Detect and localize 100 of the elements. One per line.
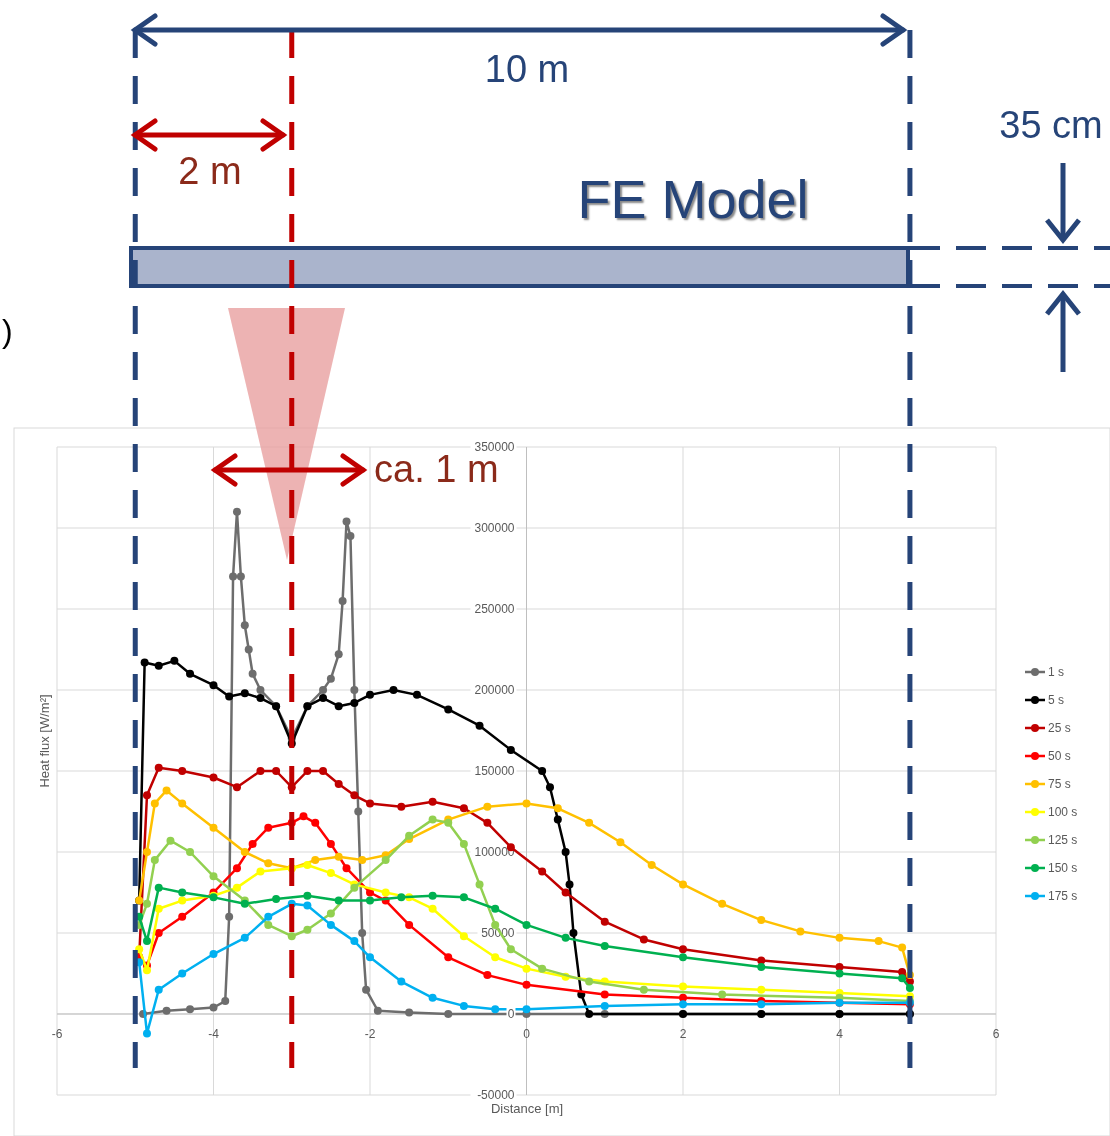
point [639, 985, 648, 994]
point [381, 856, 390, 865]
point [522, 1005, 531, 1014]
legend-label: 75 s [1048, 777, 1071, 792]
point [428, 815, 437, 824]
point [178, 969, 187, 978]
point [248, 669, 257, 678]
point [835, 933, 844, 942]
point [311, 856, 320, 865]
text: FE Model [577, 169, 809, 229]
point [186, 1005, 195, 1014]
point [553, 815, 562, 824]
point [178, 888, 187, 897]
point [565, 880, 574, 889]
x-tick-label: -6 [51, 1027, 63, 1041]
point [459, 1001, 468, 1010]
point [506, 745, 515, 754]
point [796, 927, 805, 936]
point [334, 650, 343, 659]
x-tick-label: 6 [992, 1027, 1000, 1041]
point [585, 977, 594, 986]
legend-label: 1 s [1048, 665, 1065, 680]
point [319, 694, 328, 703]
y-tick-label: 150000 [474, 764, 515, 779]
point [209, 773, 218, 782]
point [350, 937, 359, 946]
point [444, 705, 453, 714]
point [256, 767, 265, 775]
point [405, 1008, 414, 1017]
point [140, 658, 149, 667]
point [338, 596, 347, 605]
point [362, 985, 371, 994]
point [236, 572, 245, 581]
point [459, 839, 468, 848]
point [366, 690, 374, 699]
point [264, 920, 273, 929]
point [538, 867, 547, 876]
point [538, 767, 547, 775]
point [154, 985, 163, 994]
point [905, 984, 914, 993]
point [178, 767, 187, 775]
point [342, 864, 351, 873]
point [428, 993, 437, 1002]
x-tick-label: 2 [679, 1027, 687, 1041]
y-tick-label: 200000 [474, 683, 515, 698]
point [428, 891, 437, 900]
point [264, 859, 273, 868]
point [373, 1006, 382, 1015]
point [162, 1006, 171, 1015]
point [354, 807, 363, 816]
point [397, 893, 406, 902]
point [178, 912, 187, 921]
point [303, 767, 312, 775]
x-tick-label: -4 [208, 1027, 220, 1041]
point [444, 1010, 453, 1018]
point [483, 971, 492, 980]
point [522, 799, 531, 808]
point [142, 848, 151, 856]
point [679, 880, 687, 889]
point [428, 904, 437, 913]
point [303, 860, 312, 869]
point [679, 953, 687, 962]
point [585, 1010, 594, 1018]
point [874, 937, 883, 946]
point [342, 517, 351, 526]
point [397, 977, 406, 986]
point [397, 802, 406, 811]
point [221, 997, 230, 1006]
point [491, 953, 500, 962]
point [405, 831, 414, 840]
point [319, 686, 328, 694]
point [256, 694, 265, 703]
point [459, 804, 468, 813]
point [319, 767, 328, 775]
point [303, 891, 312, 900]
point [326, 869, 335, 878]
point [444, 953, 453, 962]
point [585, 818, 594, 827]
point [757, 985, 766, 994]
point [506, 945, 515, 954]
point [154, 661, 163, 670]
text: 35 cm [999, 104, 1103, 146]
point [229, 572, 238, 581]
point [303, 925, 312, 934]
point [412, 690, 421, 699]
point [366, 896, 374, 905]
point [522, 920, 531, 929]
point [154, 883, 163, 892]
point [366, 953, 374, 962]
point [186, 669, 195, 678]
point [679, 945, 687, 954]
point [256, 867, 265, 876]
legend-label: 25 s [1048, 721, 1071, 736]
point [225, 912, 234, 921]
point [350, 686, 359, 694]
point [334, 852, 343, 861]
point [209, 681, 218, 690]
point [178, 896, 187, 905]
legend-label: 5 s [1048, 693, 1065, 708]
point [326, 909, 335, 918]
